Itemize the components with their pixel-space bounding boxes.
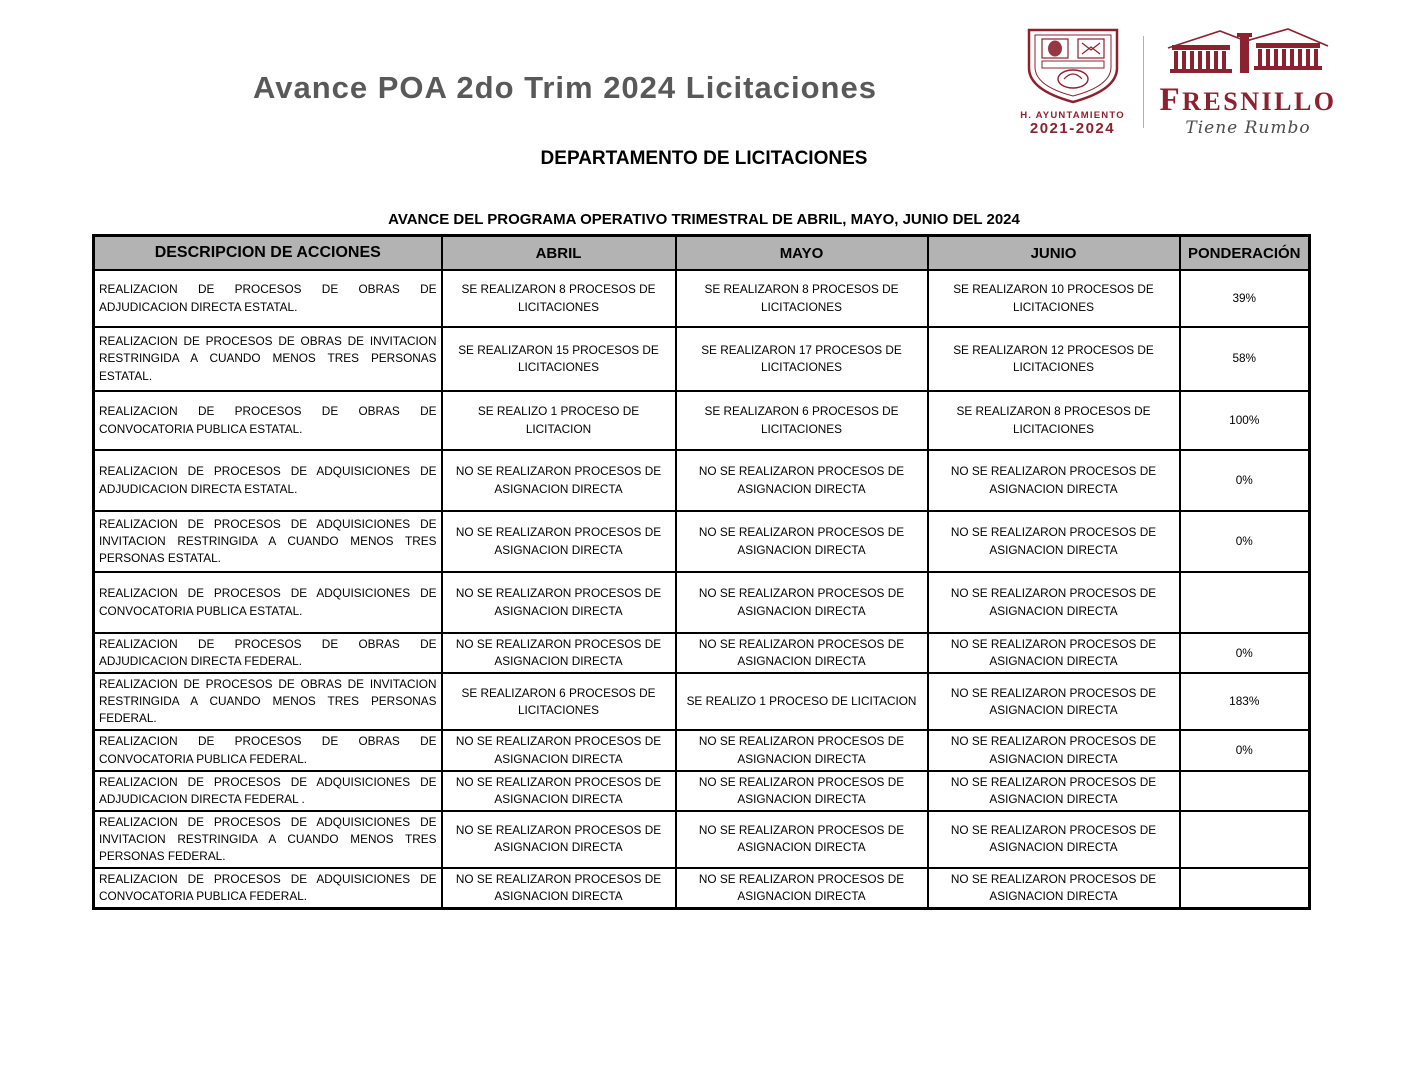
cell-descripcion: REALIZACION DE PROCESOS DE ADQUISICIONES… xyxy=(92,809,443,870)
table-row: REALIZACION DE PROCESOS DE OBRAS DE CONV… xyxy=(92,390,1311,451)
cell-junio: NO SE REALIZARON PROCESOS DE ASIGNACION … xyxy=(926,769,1181,812)
cell-abril: NO SE REALIZARON PROCESOS DE ASIGNACION … xyxy=(440,449,677,512)
table-row: REALIZACION DE PROCESOS DE ADQUISICIONES… xyxy=(92,769,1311,812)
cell-ponderacion xyxy=(1178,769,1311,812)
cell-abril: NO SE REALIZARON PROCESOS DE ASIGNACION … xyxy=(440,571,677,634)
table-row: REALIZACION DE PROCESOS DE OBRAS DE ADJU… xyxy=(92,631,1311,675)
cell-ponderacion: 58% xyxy=(1178,326,1311,392)
cell-mayo: NO SE REALIZARON PROCESOS DE ASIGNACION … xyxy=(674,449,929,512)
department-subtitle: DEPARTAMENTO DE LICITACIONES xyxy=(540,148,868,169)
header-abril: ABRIL xyxy=(440,234,677,271)
logo-divider xyxy=(1142,36,1144,128)
coat-of-arms-icon xyxy=(1021,28,1125,108)
cell-mayo: NO SE REALIZARON PROCESOS DE ASIGNACION … xyxy=(674,769,929,812)
cell-ponderacion: 39% xyxy=(1178,269,1311,328)
cell-junio: SE REALIZARON 10 PROCESOS DE LICITACIONE… xyxy=(926,269,1181,328)
cell-descripcion: REALIZACION DE PROCESOS DE OBRAS DE CONV… xyxy=(92,729,443,772)
cell-abril: SE REALIZARON 6 PROCESOS DE LICITACIONES xyxy=(440,672,677,732)
table-row: REALIZACION DE PROCESOS DE ADQUISICIONES… xyxy=(92,867,1311,910)
cell-descripcion: REALIZACION DE PROCESOS DE OBRAS DE ADJU… xyxy=(92,631,443,675)
cell-abril: SE REALIZARON 15 PROCESOS DE LICITACIONE… xyxy=(440,326,677,392)
cell-ponderacion: 0% xyxy=(1178,631,1311,675)
cell-descripcion: REALIZACION DE PROCESOS DE ADQUISICIONES… xyxy=(92,769,443,812)
poa-progress-table: DESCRIPCION DE ACCIONES ABRIL MAYO JUNIO… xyxy=(92,234,1311,911)
header-descripcion: DESCRIPCION DE ACCIONES xyxy=(92,234,443,271)
table-row: REALIZACION DE PROCESOS DE ADQUISICIONES… xyxy=(92,571,1311,634)
cell-junio: SE REALIZARON 12 PROCESOS DE LICITACIONE… xyxy=(926,326,1181,392)
cell-junio: NO SE REALIZARON PROCESOS DE ASIGNACION … xyxy=(926,510,1181,573)
cell-descripcion: REALIZACION DE PROCESOS DE ADQUISICIONES… xyxy=(92,449,443,512)
cell-junio: NO SE REALIZARON PROCESOS DE ASIGNACION … xyxy=(926,449,1181,512)
cell-abril: NO SE REALIZARON PROCESOS DE ASIGNACION … xyxy=(440,729,677,772)
header-junio: JUNIO xyxy=(926,234,1181,271)
table-caption: AVANCE DEL PROGRAMA OPERATIVO TRIMESTRAL… xyxy=(388,211,1020,228)
table-row: REALIZACION DE PROCESOS DE ADQUISICIONES… xyxy=(92,809,1311,870)
cell-abril: NO SE REALIZARON PROCESOS DE ASIGNACION … xyxy=(440,769,677,812)
cell-junio: NO SE REALIZARON PROCESOS DE ASIGNACION … xyxy=(926,631,1181,675)
cell-abril: NO SE REALIZARON PROCESOS DE ASIGNACION … xyxy=(440,809,677,870)
ayuntamiento-crest: H. AYUNTAMIENTO 2021-2024 xyxy=(1017,26,1129,138)
cell-descripcion: REALIZACION DE PROCESOS DE OBRAS DE ADJU… xyxy=(92,269,443,328)
table-row: REALIZACION DE PROCESOS DE ADQUISICIONES… xyxy=(92,510,1311,573)
cell-junio: SE REALIZARON 8 PROCESOS DE LICITACIONES xyxy=(926,390,1181,451)
cell-mayo: NO SE REALIZARON PROCESOS DE ASIGNACION … xyxy=(674,867,929,910)
cell-descripcion: REALIZACION DE PROCESOS DE ADQUISICIONES… xyxy=(92,510,443,573)
table-row: REALIZACION DE PROCESOS DE OBRAS DE CONV… xyxy=(92,729,1311,772)
cell-ponderacion: 0% xyxy=(1178,729,1311,772)
cell-mayo: NO SE REALIZARON PROCESOS DE ASIGNACION … xyxy=(674,809,929,870)
cell-mayo: NO SE REALIZARON PROCESOS DE ASIGNACION … xyxy=(674,510,929,573)
cell-ponderacion: 100% xyxy=(1178,390,1311,451)
cell-mayo: SE REALIZARON 6 PROCESOS DE LICITACIONES xyxy=(674,390,929,451)
cell-junio: NO SE REALIZARON PROCESOS DE ASIGNACION … xyxy=(926,729,1181,772)
cell-junio: NO SE REALIZARON PROCESOS DE ASIGNACION … xyxy=(926,809,1181,870)
header-ponderacion: PONDERACIÓN xyxy=(1178,234,1311,271)
fresnillo-wordmark: FRESNILLO xyxy=(1159,82,1337,118)
cell-abril: NO SE REALIZARON PROCESOS DE ASIGNACION … xyxy=(440,510,677,573)
cell-abril: NO SE REALIZARON PROCESOS DE ASIGNACION … xyxy=(440,867,677,910)
table-row: REALIZACION DE PROCESOS DE OBRAS DE INVI… xyxy=(92,326,1311,392)
fresnillo-skyline-icon xyxy=(1164,28,1332,82)
fresnillo-logo: FRESNILLO Tiene Rumbo xyxy=(1158,26,1338,138)
logo-group: H. AYUNTAMIENTO 2021-2024 xyxy=(1017,26,1339,138)
cell-descripcion: REALIZACION DE PROCESOS DE OBRAS DE INVI… xyxy=(92,326,443,392)
cell-descripcion: REALIZACION DE PROCESOS DE OBRAS DE INVI… xyxy=(92,672,443,732)
cell-mayo: SE REALIZO 1 PROCESO DE LICITACION xyxy=(674,672,929,732)
cell-ponderacion: 0% xyxy=(1178,449,1311,512)
cell-junio: NO SE REALIZARON PROCESOS DE ASIGNACION … xyxy=(926,867,1181,910)
fresnillo-slogan: Tiene Rumbo xyxy=(1185,118,1311,138)
table-row: REALIZACION DE PROCESOS DE ADQUISICIONES… xyxy=(92,449,1311,512)
cell-abril: SE REALIZARON 8 PROCESOS DE LICITACIONES xyxy=(440,269,677,328)
table-header-row: DESCRIPCION DE ACCIONES ABRIL MAYO JUNIO… xyxy=(92,234,1311,271)
cell-mayo: NO SE REALIZARON PROCESOS DE ASIGNACION … xyxy=(674,729,929,772)
table-row: REALIZACION DE PROCESOS DE OBRAS DE INVI… xyxy=(92,672,1311,732)
cell-descripcion: REALIZACION DE PROCESOS DE ADQUISICIONES… xyxy=(92,867,443,910)
cell-mayo: NO SE REALIZARON PROCESOS DE ASIGNACION … xyxy=(674,571,929,634)
cell-abril: SE REALIZO 1 PROCESO DE LICITACION xyxy=(440,390,677,451)
cell-descripcion: REALIZACION DE PROCESOS DE ADQUISICIONES… xyxy=(92,571,443,634)
cell-mayo: NO SE REALIZARON PROCESOS DE ASIGNACION … xyxy=(674,631,929,675)
cell-mayo: SE REALIZARON 8 PROCESOS DE LICITACIONES xyxy=(674,269,929,328)
cell-ponderacion: 183% xyxy=(1178,672,1311,732)
cell-ponderacion: 0% xyxy=(1178,510,1311,573)
header-mayo: MAYO xyxy=(674,234,929,271)
cell-abril: NO SE REALIZARON PROCESOS DE ASIGNACION … xyxy=(440,631,677,675)
cell-ponderacion xyxy=(1178,571,1311,634)
cell-mayo: SE REALIZARON 17 PROCESOS DE LICITACIONE… xyxy=(674,326,929,392)
table-row: REALIZACION DE PROCESOS DE OBRAS DE ADJU… xyxy=(92,269,1311,328)
crest-caption-ayuntamiento: H. AYUNTAMIENTO xyxy=(1020,109,1125,121)
cell-junio: NO SE REALIZARON PROCESOS DE ASIGNACION … xyxy=(926,672,1181,732)
cell-ponderacion xyxy=(1178,867,1311,910)
cell-junio: NO SE REALIZARON PROCESOS DE ASIGNACION … xyxy=(926,571,1181,634)
cell-ponderacion xyxy=(1178,809,1311,870)
cell-descripcion: REALIZACION DE PROCESOS DE OBRAS DE CONV… xyxy=(92,390,443,451)
page-title: Avance POA 2do Trim 2024 Licitaciones xyxy=(253,70,877,105)
crest-caption-years: 2021-2024 xyxy=(1029,120,1116,138)
